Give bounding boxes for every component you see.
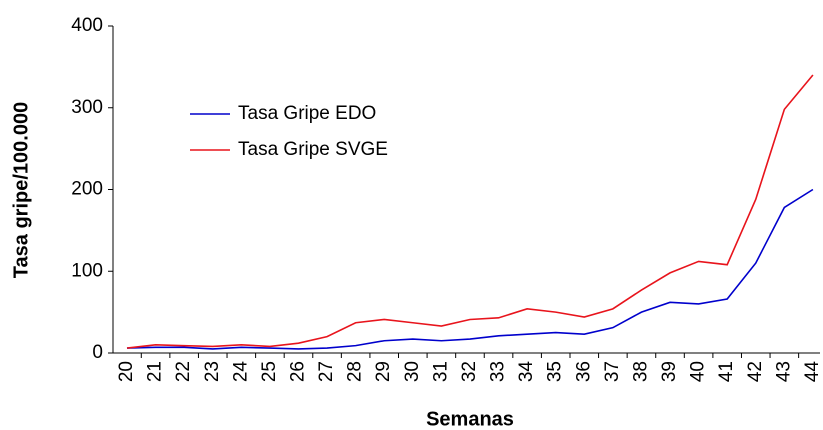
data-line xyxy=(126,74,814,349)
x-tick-label: 20 xyxy=(116,361,137,382)
y-axis-title: Tasa gripe/100.000 xyxy=(10,102,32,278)
x-tick-label: 44 xyxy=(802,361,823,383)
x-tick-label: 27 xyxy=(316,361,337,382)
x-tick-label: 35 xyxy=(545,361,566,382)
x-tick-label: 30 xyxy=(402,361,423,382)
y-tick-label: 100 xyxy=(71,260,103,281)
x-tick-label: 38 xyxy=(630,361,651,382)
x-tick-label: 25 xyxy=(259,361,280,382)
y-tick-label: 300 xyxy=(71,97,103,118)
x-tick-label: 36 xyxy=(573,361,594,382)
x-tick-label: 31 xyxy=(430,361,451,382)
x-tick-label: 28 xyxy=(345,361,366,382)
x-axis-title: Semanas xyxy=(426,408,514,430)
legend-label: Tasa Gripe EDO xyxy=(238,103,376,124)
x-tick-label: 39 xyxy=(659,361,680,382)
x-tick-label: 21 xyxy=(145,361,166,382)
x-tick-label: 40 xyxy=(688,361,709,382)
x-tick-label: 29 xyxy=(373,361,394,382)
x-tick-label: 24 xyxy=(230,361,251,383)
y-tick-label: 200 xyxy=(71,179,103,200)
legend-label: Tasa Gripe SVGE xyxy=(238,139,388,160)
y-tick-label: 400 xyxy=(71,15,103,36)
x-tick-label: 26 xyxy=(287,361,308,382)
x-tick-label: 23 xyxy=(202,361,223,382)
x-tick-label: 41 xyxy=(716,361,737,382)
data-line xyxy=(126,188,814,350)
x-tick-label: 43 xyxy=(773,361,794,382)
x-tick-label: 32 xyxy=(459,361,480,382)
x-tick-label: 37 xyxy=(602,361,623,382)
x-tick-label: 34 xyxy=(516,361,537,383)
x-tick-label: 33 xyxy=(488,361,509,382)
x-tick-label: 22 xyxy=(173,361,194,382)
x-tick-label: 42 xyxy=(745,361,766,382)
y-tick-label: 0 xyxy=(92,342,103,363)
